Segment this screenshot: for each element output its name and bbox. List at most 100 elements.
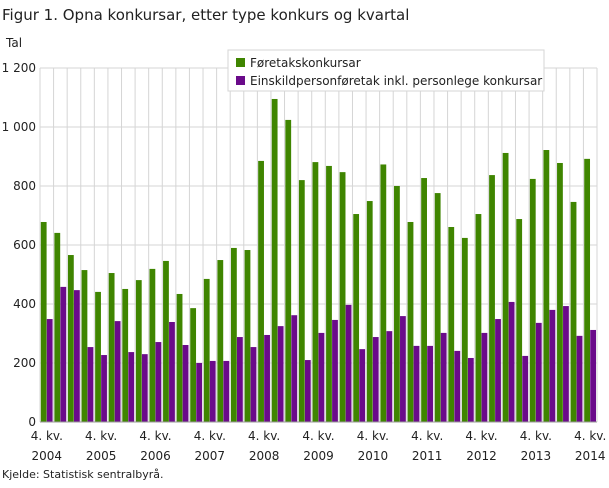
bar-foretak: [570, 201, 577, 422]
bar-foretak: [163, 260, 169, 422]
bar-einskildperson: [576, 335, 583, 422]
bar-foretak: [190, 308, 197, 422]
bar-einskildperson: [128, 352, 135, 422]
chart-title: Figur 1. Opna konkursar, etter type konk…: [2, 6, 410, 24]
y-axis-label: Tal: [6, 36, 23, 50]
bar-foretak: [67, 255, 74, 422]
bar-einskildperson: [413, 345, 420, 422]
bar-einskildperson: [277, 326, 284, 422]
bar-foretak: [489, 175, 495, 422]
bar-einskildperson: [196, 363, 203, 422]
bar-einskildperson: [87, 347, 94, 422]
x-tick-quarter-label: 4. kv.: [31, 429, 63, 443]
bar-foretak: [461, 237, 468, 422]
x-tick-quarter-label: 4. kv.: [465, 429, 497, 443]
bar-einskildperson: [60, 286, 67, 422]
bar-einskildperson: [291, 315, 298, 422]
bar-einskildperson: [209, 360, 216, 422]
legend-box: [227, 49, 545, 92]
x-tick-quarter-label: 4. kv.: [520, 429, 552, 443]
x-tick-quarter-label: 4. kv.: [302, 429, 334, 443]
bar-foretak: [122, 288, 129, 422]
bar-einskildperson: [223, 360, 230, 422]
bar-foretak: [271, 98, 278, 422]
bar-einskildperson: [467, 357, 474, 422]
bar-foretak: [326, 165, 332, 422]
bar-foretak: [95, 291, 101, 422]
bar-einskildperson: [400, 316, 406, 422]
bar-einskildperson: [236, 337, 243, 422]
bar-foretak: [339, 172, 346, 422]
bar-foretak: [543, 150, 550, 422]
bar-foretak: [258, 160, 264, 423]
bar-foretak: [407, 221, 414, 422]
x-tick-quarter-label: 4. kv.: [194, 429, 226, 443]
bar-einskildperson: [182, 345, 189, 422]
bar-einskildperson: [304, 360, 311, 422]
bar-foretak: [475, 214, 482, 422]
x-tick-year-label: 2013: [521, 449, 552, 463]
bar-einskildperson: [345, 304, 352, 422]
x-tick-quarter-label: 4. kv.: [574, 429, 606, 443]
bar-einskildperson: [318, 332, 325, 422]
bar-einskildperson: [141, 354, 148, 422]
bar-foretak: [108, 273, 115, 422]
bar-foretak: [176, 293, 183, 422]
bar-einskildperson: [454, 350, 461, 422]
bar-einskildperson: [101, 355, 107, 422]
bar-einskildperson: [250, 347, 257, 422]
bar-foretak: [366, 201, 373, 422]
bar-einskildperson: [332, 319, 338, 422]
bar-einskildperson: [372, 337, 379, 422]
y-tick-label: 200: [13, 356, 36, 370]
legend-swatch: [236, 58, 245, 67]
x-tick-year-label: 2008: [249, 449, 280, 463]
x-tick-year-label: 2010: [358, 449, 389, 463]
x-tick-year-label: 2006: [140, 449, 171, 463]
bar-foretak: [312, 162, 319, 423]
bar-einskildperson: [535, 322, 542, 422]
x-tick-year-label: 2011: [412, 449, 443, 463]
bar-foretak: [54, 232, 61, 422]
y-tick-label: 1 000: [2, 120, 36, 134]
bar-foretak: [502, 152, 509, 422]
bar-foretak: [81, 270, 88, 422]
x-tick-year-label: 2012: [466, 449, 497, 463]
x-tick-year-label: 2014: [575, 449, 606, 463]
x-tick-quarter-label: 4. kv.: [357, 429, 389, 443]
bar-einskildperson: [73, 290, 80, 422]
x-tick-year-label: 2007: [195, 449, 226, 463]
bar-foretak: [298, 180, 305, 422]
legend-label: Føretakskonkursar: [250, 56, 361, 70]
bar-foretak: [244, 250, 251, 422]
x-tick-quarter-label: 4. kv.: [411, 429, 443, 443]
bar-einskildperson: [114, 321, 121, 422]
bar-foretak: [203, 278, 210, 422]
bar-einskildperson: [590, 329, 597, 422]
bar-foretak: [516, 219, 523, 422]
bar-foretak: [285, 119, 292, 423]
x-tick-year-label: 2005: [86, 449, 117, 463]
y-tick-label: 400: [13, 297, 36, 311]
x-tick-quarter-label: 4. kv.: [248, 429, 280, 443]
bar-foretak: [135, 280, 142, 422]
bar-foretak: [529, 178, 536, 422]
y-tick-label: 600: [13, 238, 36, 252]
bar-foretak: [584, 158, 591, 423]
bar-einskildperson: [481, 332, 488, 422]
bar-einskildperson: [46, 319, 53, 422]
bar-einskildperson: [549, 309, 556, 422]
bar-einskildperson: [427, 345, 433, 422]
bar-einskildperson: [169, 321, 175, 422]
bar-foretak: [353, 214, 360, 422]
bar-foretak: [434, 193, 441, 422]
y-tick-label: 800: [13, 179, 36, 193]
bar-foretak: [557, 162, 563, 423]
bar-einskildperson: [155, 342, 162, 422]
bar-einskildperson: [359, 349, 366, 422]
source-note: Kjelde: Statistisk sentralbyrå.: [2, 468, 164, 481]
bar-foretak: [40, 221, 47, 422]
bar-einskildperson: [440, 332, 447, 422]
bar-einskildperson: [522, 355, 529, 422]
